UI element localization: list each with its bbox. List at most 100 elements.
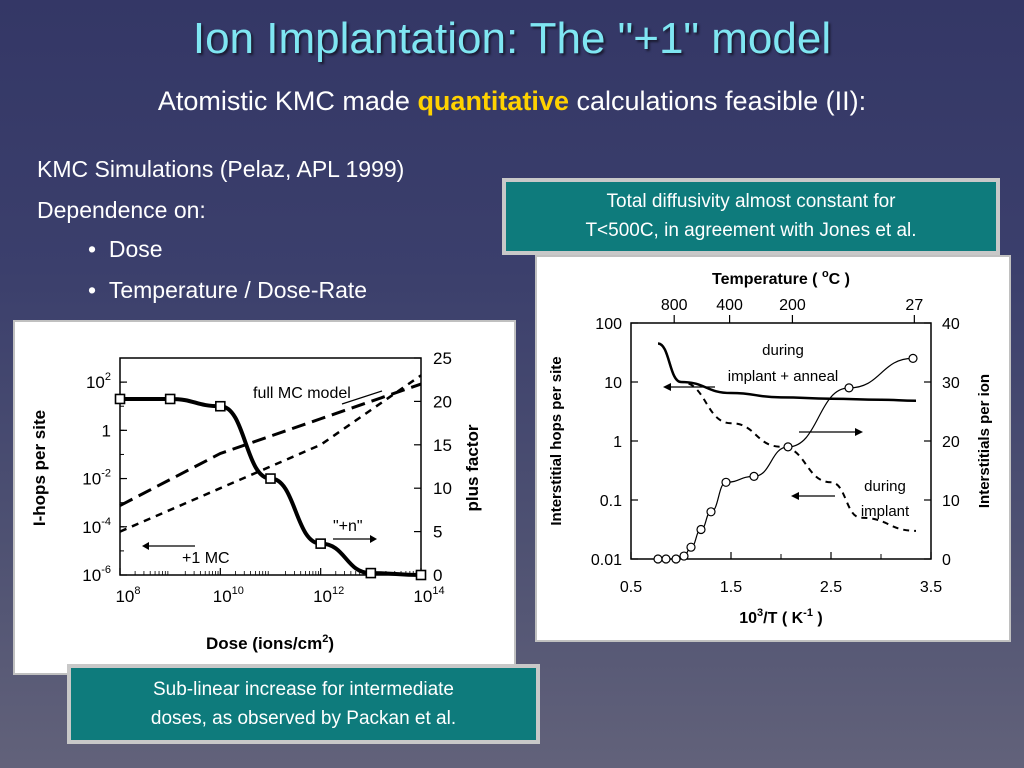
- interstitials-series-line: [658, 357, 914, 560]
- interstitials-point: [696, 524, 706, 535]
- bullet-label: Temperature / Dose-Rate: [108, 277, 368, 303]
- top-tick-label: 200: [779, 297, 806, 314]
- callout-diffusivity: Total diffusivity almost constant for T<…: [502, 178, 1000, 255]
- y-tick-label: 100: [595, 316, 622, 333]
- x-tick-label: 1012: [313, 585, 344, 606]
- x-tick-label: 3.5: [920, 579, 942, 596]
- dose-chart-panel: 102 1 10-2 10-4 10-6 108 1010 1012 1014 25 20 15 1…: [13, 320, 516, 675]
- annotation-anneal-1: during: [762, 342, 804, 359]
- implant-series-line: [657, 342, 917, 532]
- x-axis-label-sup: 2: [322, 633, 328, 645]
- subtitle-pre: Atomistic KMC made: [157, 86, 418, 116]
- right-tick-label: 5: [433, 523, 442, 542]
- y-tick-label: 0.01: [591, 552, 622, 569]
- callout-line-2: doses, as observed by Packan et al.: [150, 708, 457, 729]
- annotation-plus-n: "+n": [333, 518, 363, 535]
- temperature-chart: Temperature ( oC ) 800 400 200 27 1001010.1…: [548, 268, 993, 627]
- interstitials-point: [653, 554, 663, 564]
- annotation-implant-1: during: [864, 478, 906, 495]
- i-hops-point: [164, 393, 176, 405]
- y-tick-label: 1: [613, 434, 622, 451]
- text-line-dependence: Dependence on:: [37, 197, 206, 223]
- interstitials-point: [671, 554, 681, 564]
- slide-subtitle: Atomistic KMC made quantitative calculat…: [0, 86, 1024, 117]
- interstitials-point: [679, 551, 689, 561]
- i-hops-point: [365, 567, 377, 579]
- y-tick-label: 0.1: [600, 493, 622, 510]
- annotation-anneal-2: implant + anneal: [728, 368, 839, 385]
- interstitials-point: [661, 554, 671, 564]
- right-tick-label: 25: [433, 349, 452, 368]
- text-line-simulations: KMC Simulations (Pelaz, APL 1999): [37, 156, 405, 182]
- x-axis-label-sup2: -1: [803, 607, 813, 619]
- x-tick-label: 1010: [213, 585, 244, 606]
- subtitle-highlight: quantitative: [417, 86, 569, 116]
- right-tick-label: 40: [942, 316, 960, 333]
- x-tick-label: 1.5: [720, 579, 742, 596]
- y-tick-label: 102: [86, 371, 111, 392]
- right-tick-label: 0: [942, 552, 951, 569]
- right-tick-label: 0: [433, 566, 442, 585]
- annotation-implant-2: implant: [861, 503, 910, 520]
- right-y-axis-label: plus factor: [463, 424, 482, 511]
- interstitials-point: [783, 442, 793, 452]
- i-hops-series-line: [120, 396, 422, 577]
- annotation-full-mc: full MC model: [253, 385, 351, 402]
- right-y-axis-label: Interstitials per ion: [976, 374, 993, 508]
- y-tick-label: 10: [604, 375, 622, 392]
- i-hops-point: [415, 569, 427, 581]
- callout-line-2: T<500C, in agreement with Jones et al.: [585, 220, 917, 241]
- left-text-block: KMC Simulations (Pelaz, APL 1999) Depend…: [37, 154, 404, 236]
- arrowhead-icon: [791, 492, 799, 500]
- callout-line-1: Total diffusivity almost constant for: [606, 191, 896, 212]
- interstitials-point: [844, 383, 854, 393]
- plus-n-series-line: [119, 374, 422, 533]
- x-tick-label: 1014: [413, 585, 444, 606]
- y-tick-label: 10-2: [82, 468, 111, 489]
- right-tick-label: 10: [433, 479, 452, 498]
- arrowhead-icon: [142, 542, 149, 550]
- x-tick-label: 0.5: [620, 579, 642, 596]
- right-tick-label: 20: [942, 434, 960, 451]
- right-tick-label: 30: [942, 375, 960, 392]
- arrowhead-icon: [855, 428, 863, 436]
- annotation-full-mc-arrow: [341, 390, 383, 405]
- top-axis-title: Temperature ( oC ): [712, 268, 850, 288]
- top-tick-label: 400: [716, 297, 743, 314]
- bullet-dose: • Dose: [88, 236, 163, 263]
- right-tick-label: 20: [433, 392, 452, 411]
- x-axis-label-b: /T ( K: [763, 610, 803, 627]
- x-axis-label: 103/T ( K-1 ): [739, 607, 822, 627]
- interstitials-point: [721, 477, 731, 487]
- slide-title: Ion Implantation: The "+1" model: [192, 14, 832, 63]
- x-axis-label-main: Dose (ions/cm: [206, 634, 322, 653]
- i-hops-point: [114, 393, 126, 405]
- top-axis-title-main: Temperature (: [712, 271, 822, 288]
- x-axis-label-c: ): [813, 610, 823, 627]
- left-y-axis-label: Interstitial hops per site: [548, 356, 565, 525]
- annotation-plus-one: +1 MC: [182, 550, 230, 567]
- x-axis-label-end: ): [328, 634, 334, 653]
- y-tick-label: 10-6: [82, 564, 111, 585]
- interstitials-point: [908, 353, 918, 364]
- bullet-temperature: • Temperature / Dose-Rate: [88, 277, 367, 304]
- callout-sublinear: Sub-linear increase for intermediate dos…: [67, 664, 540, 744]
- interstitials-point: [749, 471, 759, 481]
- y-tick-label: 1: [102, 421, 111, 440]
- i-hops-point: [265, 473, 276, 484]
- i-hops-point: [315, 538, 326, 549]
- x-axis-label-sup: 3: [757, 607, 763, 619]
- top-tick-label: 27: [905, 297, 923, 314]
- top-axis-degree: o: [822, 268, 829, 280]
- right-tick-label: 15: [433, 436, 452, 455]
- subtitle-post: calculations feasible (II):: [568, 86, 867, 116]
- bullet-label: Dose: [108, 236, 163, 262]
- left-y-axis-label: I-hops per site: [30, 410, 49, 526]
- x-axis-label: Dose (ions/cm2): [206, 633, 334, 653]
- top-axis-unit: C ): [829, 271, 850, 288]
- interstitials-point: [706, 507, 716, 517]
- temperature-chart-panel: Temperature ( oC ) 800 400 200 27 100 10 1 0.1…: [535, 255, 1011, 642]
- x-tick-label: 2.5: [820, 579, 842, 596]
- top-tick-label: 800: [661, 297, 688, 314]
